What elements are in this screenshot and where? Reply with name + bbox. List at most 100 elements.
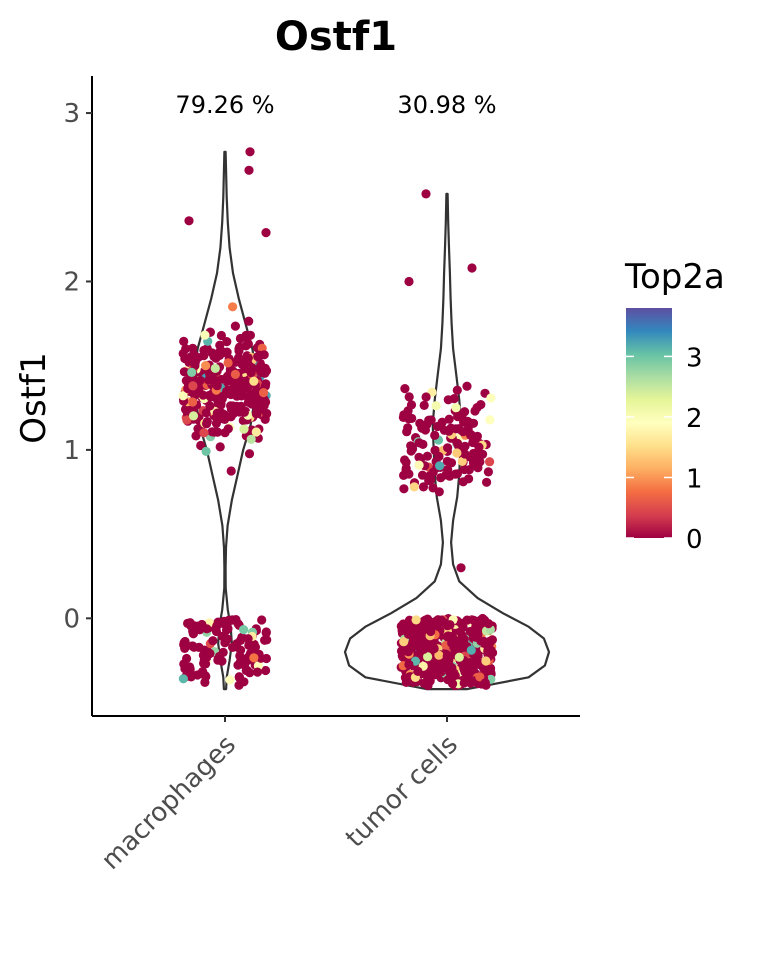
data-point-tumor-cells — [473, 629, 483, 640]
data-point-tumor-cells — [452, 385, 462, 395]
legend-tick-label: 1 — [686, 464, 703, 494]
data-point-tumor-cells — [462, 381, 472, 391]
data-point-macrophages — [179, 336, 189, 346]
y-axis-label: Ostf1 — [14, 352, 54, 443]
data-point-tumor-cells — [451, 424, 461, 434]
plot-area: 79.26 % 30.98 % — [175, 91, 551, 691]
data-point-macrophages — [239, 407, 249, 417]
data-point-tumor-cells — [404, 276, 414, 287]
data-point-macrophages — [251, 427, 261, 437]
data-point-tumor-cells — [445, 668, 455, 678]
data-point-macrophages — [262, 408, 272, 419]
legend-ticks: 0 1 2 3 — [626, 343, 703, 555]
data-point-macrophages — [182, 653, 192, 664]
data-point-macrophages — [198, 390, 208, 400]
data-point-tumor-cells — [413, 666, 423, 677]
data-point-tumor-cells — [476, 620, 486, 630]
data-point-tumor-cells — [409, 482, 419, 492]
data-point-macrophages — [226, 466, 236, 476]
data-point-tumor-cells — [464, 474, 474, 484]
data-point-macrophages — [244, 449, 255, 459]
data-point-tumor-cells — [452, 438, 463, 448]
data-point-macrophages — [200, 677, 210, 688]
data-point-tumor-cells — [459, 678, 469, 688]
data-point-tumor-cells — [411, 641, 421, 651]
data-point-tumor-cells — [421, 189, 431, 199]
data-point-tumor-cells — [456, 563, 466, 573]
violin-tumor-cells — [343, 192, 551, 691]
percent-label-macrophages: 79.26 % — [175, 91, 274, 119]
data-point-macrophages — [215, 340, 225, 350]
data-point-tumor-cells — [441, 470, 451, 480]
data-point-macrophages — [261, 627, 271, 637]
data-point-macrophages — [196, 440, 206, 451]
data-point-tumor-cells — [471, 655, 482, 665]
data-point-tumor-cells — [423, 652, 433, 662]
points-layer — [178, 147, 498, 691]
data-point-macrophages — [202, 645, 212, 656]
data-point-tumor-cells — [456, 618, 466, 628]
data-point-macrophages — [244, 165, 254, 175]
data-point-macrophages — [228, 642, 238, 653]
data-point-tumor-cells — [460, 449, 470, 459]
data-point-tumor-cells — [483, 619, 494, 629]
data-point-macrophages — [223, 375, 233, 386]
data-point-macrophages — [242, 665, 252, 676]
data-point-macrophages — [184, 216, 194, 226]
data-point-tumor-cells — [475, 672, 485, 682]
data-point-tumor-cells — [468, 418, 479, 428]
data-point-tumor-cells — [466, 430, 476, 440]
data-point-macrophages — [216, 399, 226, 409]
data-point-tumor-cells — [459, 665, 469, 675]
y-tick-label: 1 — [63, 436, 80, 466]
data-point-tumor-cells — [408, 443, 418, 454]
data-point-macrophages — [201, 446, 211, 456]
data-point-macrophages — [204, 375, 214, 385]
data-point-tumor-cells — [476, 400, 486, 410]
data-point-macrophages — [211, 412, 221, 422]
data-point-tumor-cells — [459, 634, 469, 645]
data-point-macrophages — [180, 636, 190, 647]
data-point-tumor-cells — [439, 425, 449, 435]
data-point-macrophages — [212, 621, 222, 631]
data-point-macrophages — [200, 670, 210, 681]
data-point-macrophages — [246, 368, 256, 378]
data-point-macrophages — [250, 397, 261, 407]
data-point-tumor-cells — [457, 410, 467, 420]
data-point-tumor-cells — [424, 475, 434, 486]
data-point-macrophages — [261, 665, 271, 676]
data-point-tumor-cells — [404, 659, 414, 670]
data-point-macrophages — [195, 375, 205, 386]
data-point-tumor-cells — [431, 401, 441, 411]
data-point-macrophages — [178, 348, 188, 359]
data-point-macrophages — [259, 388, 269, 398]
data-point-macrophages — [261, 228, 271, 238]
data-point-macrophages — [178, 674, 188, 684]
data-point-macrophages — [213, 655, 223, 665]
data-point-tumor-cells — [446, 632, 456, 642]
data-point-tumor-cells — [457, 456, 467, 466]
data-point-tumor-cells — [467, 263, 477, 273]
data-point-tumor-cells — [401, 457, 411, 467]
data-point-tumor-cells — [474, 456, 485, 466]
data-point-macrophages — [205, 401, 215, 411]
data-point-macrophages — [188, 626, 198, 636]
data-point-macrophages — [201, 659, 211, 669]
data-point-macrophages — [207, 427, 217, 437]
data-point-tumor-cells — [464, 465, 474, 475]
x-tick-label: tumor cells — [340, 730, 464, 854]
data-point-tumor-cells — [485, 415, 495, 425]
data-point-macrophages — [239, 376, 250, 386]
data-point-tumor-cells — [435, 461, 445, 471]
data-point-tumor-cells — [483, 467, 493, 477]
data-point-macrophages — [230, 321, 240, 331]
data-point-tumor-cells — [401, 677, 411, 688]
data-point-macrophages — [199, 428, 209, 438]
data-point-macrophages — [249, 376, 259, 386]
data-point-tumor-cells — [451, 403, 461, 413]
data-point-macrophages — [251, 409, 261, 419]
data-point-macrophages — [202, 624, 212, 634]
data-point-tumor-cells — [486, 667, 496, 678]
data-point-tumor-cells — [426, 626, 436, 637]
